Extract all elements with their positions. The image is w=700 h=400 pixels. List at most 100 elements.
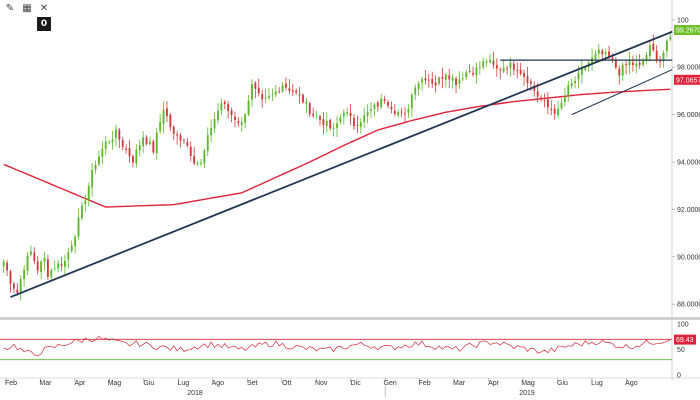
zero-button[interactable]: 0 — [37, 17, 51, 31]
candle — [404, 107, 406, 123]
candle-body — [563, 96, 566, 103]
candle-body — [550, 108, 553, 110]
candle-body — [87, 186, 90, 200]
candle-body — [516, 70, 519, 72]
candle — [495, 58, 498, 77]
candle-body — [444, 74, 447, 80]
candle — [67, 247, 70, 269]
candle — [223, 99, 226, 110]
candle — [142, 131, 145, 153]
candle — [346, 107, 349, 117]
candle-body — [230, 110, 233, 116]
price-tick-label: 98.0000 — [677, 65, 700, 72]
candle-body — [336, 123, 338, 128]
month-label: Feb — [419, 380, 431, 387]
candle-body — [533, 85, 536, 91]
candle — [203, 148, 206, 169]
candle-body — [70, 245, 73, 252]
candle-body — [540, 97, 542, 100]
candle-body — [472, 72, 474, 75]
trend-line-minor — [571, 69, 673, 116]
candle — [621, 62, 624, 81]
candle — [339, 114, 342, 125]
candle — [285, 77, 287, 91]
candle-body — [268, 95, 270, 98]
candle-body — [152, 141, 155, 153]
candle — [570, 78, 573, 89]
candle — [499, 67, 502, 80]
candle-body — [2, 261, 5, 267]
candle — [114, 124, 117, 147]
candle — [268, 88, 270, 101]
candle — [356, 115, 359, 134]
candle-body — [135, 149, 138, 164]
candle-body — [162, 109, 165, 124]
candle — [118, 127, 121, 149]
candle-body — [584, 67, 587, 70]
candle — [162, 101, 165, 134]
candle — [6, 259, 9, 277]
candle-body — [16, 289, 19, 293]
candle — [502, 59, 505, 74]
candle — [546, 91, 549, 115]
candle — [210, 119, 213, 143]
candle-body — [23, 269, 26, 279]
candle-body — [611, 57, 614, 60]
candle-body — [186, 141, 189, 146]
trend-line-main — [10, 30, 673, 298]
candle-body — [621, 64, 624, 76]
close-icon[interactable]: ✕ — [39, 2, 49, 14]
candle-body — [206, 135, 209, 152]
candle-body — [142, 137, 145, 147]
candle-body — [373, 104, 376, 109]
candle — [312, 107, 315, 118]
candle-body — [363, 115, 366, 123]
pencil-icon[interactable]: ✎ — [5, 2, 15, 14]
candle — [305, 97, 308, 113]
month-label: Apr — [74, 380, 86, 387]
candle-body — [53, 268, 56, 270]
candle — [84, 194, 87, 212]
candle — [567, 80, 570, 102]
candle — [533, 81, 536, 97]
candle — [519, 62, 522, 76]
candle-body — [366, 112, 369, 116]
candle — [135, 144, 138, 168]
candle — [383, 95, 386, 104]
candle-body — [431, 78, 434, 84]
candle — [438, 76, 440, 86]
candle — [169, 113, 172, 132]
candle-body — [441, 76, 444, 79]
month-label: Feb — [5, 380, 17, 387]
candle — [478, 61, 481, 75]
candle-body — [492, 60, 495, 65]
candle-body — [305, 101, 308, 104]
candle — [628, 51, 631, 75]
candle-body — [485, 61, 488, 63]
candle — [111, 130, 114, 150]
candle-body — [179, 135, 182, 141]
candle-body — [237, 121, 240, 124]
price-tick-label: 88.0000 — [677, 302, 700, 309]
candle — [380, 94, 383, 110]
candle-body — [390, 106, 393, 110]
candle-body — [46, 259, 49, 277]
candle — [87, 182, 90, 206]
candle-body — [108, 141, 111, 143]
candle-body — [203, 150, 206, 164]
candle — [363, 107, 366, 128]
candle — [125, 144, 128, 154]
candle-body — [43, 257, 46, 262]
candle-body — [410, 94, 413, 109]
grid-icon[interactable]: ▦ — [22, 2, 32, 14]
candle — [91, 163, 94, 197]
candle — [132, 154, 134, 168]
candle — [648, 41, 651, 62]
candle-body — [312, 113, 315, 116]
month-label: Ott — [282, 380, 291, 387]
candle-body — [455, 78, 457, 85]
candle-body — [166, 108, 168, 117]
candle — [291, 83, 294, 97]
month-label: Set — [247, 380, 258, 387]
candle-body — [118, 129, 121, 140]
